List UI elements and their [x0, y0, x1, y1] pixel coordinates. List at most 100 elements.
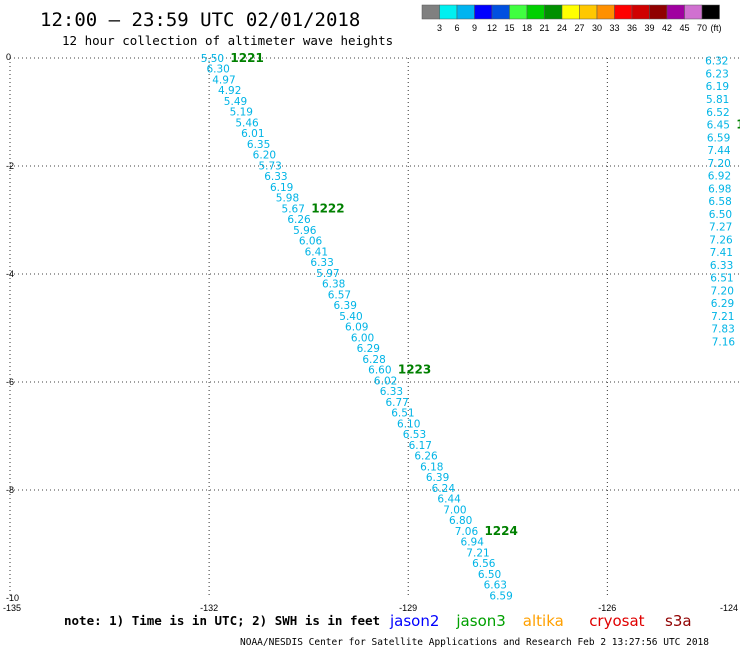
- wave-height-value: 6.28: [362, 354, 385, 366]
- wave-height-value: 6.92: [708, 171, 731, 183]
- wave-height-value: 6.19: [270, 182, 293, 194]
- wave-height-value: 5.81: [706, 94, 729, 106]
- wave-height-value: 6.10: [397, 418, 420, 430]
- scale-label: 12: [487, 23, 497, 33]
- wave-height-value: 5.73: [258, 160, 281, 172]
- wave-height-value: 6.32: [705, 56, 728, 68]
- wave-height-value: 6.20: [253, 150, 276, 162]
- scale-swatch: [544, 4, 563, 20]
- plot-grid: [9, 57, 740, 598]
- wave-height-value: 6.39: [426, 472, 449, 484]
- satellite-jason3-label: jason3: [455, 612, 505, 630]
- wave-height-value: 6.41: [305, 246, 328, 258]
- y-tick-label: -8: [6, 485, 14, 495]
- wave-height-value: 6.53: [403, 429, 426, 441]
- satellite-legend: jason2 jason3 altika cryosat s3a: [389, 612, 692, 630]
- wave-height-value: 6.50: [478, 569, 501, 581]
- y-tick-label: -4: [6, 269, 14, 279]
- wave-height-value: 4.92: [218, 85, 241, 97]
- scale-label: 21: [539, 23, 549, 33]
- wave-height-value: 6.39: [334, 300, 357, 312]
- wave-height-value: 5.19: [230, 107, 253, 119]
- scale-swatch: [614, 4, 633, 20]
- wave-height-value: 6.09: [345, 322, 368, 334]
- wave-height-value: 6.44: [437, 494, 461, 506]
- scale-label: 6: [454, 23, 459, 33]
- wave-height-value: 6.51: [710, 273, 733, 285]
- wave-height-value: 7.20: [711, 285, 734, 297]
- wave-height-value: 6.60: [368, 365, 391, 377]
- scale-label: 39: [644, 23, 654, 33]
- satellite-altika-label: altika: [523, 612, 564, 630]
- wave-height-value: 6.77: [385, 397, 408, 409]
- scale-swatch: [701, 4, 720, 20]
- wave-height-value: 6.50: [709, 209, 732, 221]
- wave-height-value: 5.46: [235, 117, 259, 129]
- wave-height-value: 5.67: [282, 203, 305, 215]
- scale-label: 33: [609, 23, 619, 33]
- cycle-label: 1221: [230, 51, 263, 65]
- scale-label: 24: [557, 23, 567, 33]
- scale-swatch: [561, 4, 580, 20]
- wave-height-value: 7.41: [710, 247, 733, 259]
- scale-unit: (ft): [711, 23, 722, 33]
- scale-label: 45: [679, 23, 689, 33]
- wave-height-value: 4.97: [212, 74, 235, 86]
- scale-swatch: [509, 4, 528, 20]
- y-tick-label: -6: [6, 377, 14, 387]
- scale-swatch: [526, 4, 545, 20]
- y-tick-label: -2: [6, 161, 14, 171]
- wave-height-value: 6.18: [420, 461, 443, 473]
- scale-swatch: [596, 4, 615, 20]
- wave-height-value: 7.27: [709, 222, 732, 234]
- chart-title: 12:00 – 23:59 UTC 02/01/2018: [40, 9, 360, 31]
- satellite-jason2-label: jason2: [389, 612, 439, 630]
- y-tick-label: -10: [6, 593, 19, 603]
- wave-height-value: 5.49: [224, 96, 247, 108]
- cycle-label: 1223: [398, 363, 431, 377]
- scale-swatch: [666, 4, 685, 20]
- scale-label: 42: [662, 23, 672, 33]
- wave-height-value: 6.30: [206, 64, 229, 76]
- wave-height-value: 7.44: [707, 145, 731, 157]
- wave-height-value: 5.40: [339, 311, 362, 323]
- wave-height-value: 6.33: [264, 171, 287, 183]
- scale-swatch: [579, 4, 598, 20]
- wave-height-value: 6.01: [241, 128, 264, 140]
- wave-height-value: 6.57: [328, 289, 351, 301]
- wave-height-value: 6.45: [707, 120, 730, 132]
- wave-height-value: 6.63: [484, 580, 507, 592]
- scale-swatch: [649, 4, 668, 20]
- wave-height-value: 6.33: [380, 386, 403, 398]
- axis-ticks: 0-2-4-6-8-10-135-132-129-126-123-124: [3, 52, 738, 613]
- wave-height-value: 5.96: [293, 225, 317, 237]
- scale-label: 9: [472, 23, 477, 33]
- scale-label: 70: [697, 23, 707, 33]
- scale-label: 30: [592, 23, 602, 33]
- wave-height-value: 6.52: [706, 107, 729, 119]
- wave-height-value: 6.59: [707, 132, 730, 144]
- wave-height-value: 6.26: [287, 214, 311, 226]
- wave-height-value: 6.19: [706, 81, 729, 93]
- satellite-tracks: 5.506.304.974.925.495.195.466.016.356.20…: [201, 51, 740, 602]
- wave-height-value: 6.17: [409, 440, 432, 452]
- wave-height-value: 7.00: [443, 504, 466, 516]
- scale-label: 27: [574, 23, 584, 33]
- wave-height-value: 5.50: [201, 53, 224, 65]
- wave-height-value: 6.02: [374, 375, 397, 387]
- scale-swatch: [456, 4, 475, 20]
- wave-height-value: 6.51: [391, 408, 414, 420]
- credit-line: NOAA/NESDIS Center for Satellite Applica…: [240, 637, 709, 648]
- scale-label: 3: [437, 23, 442, 33]
- wave-height-value: 6.00: [351, 332, 374, 344]
- wave-height-value: 5.97: [316, 268, 339, 280]
- y-tick-label: 0: [6, 52, 11, 62]
- wave-height-value: 6.26: [414, 451, 438, 463]
- wave-height-value: 6.24: [432, 483, 456, 495]
- x-tick-label: -132: [200, 603, 218, 613]
- wave-height-value: 6.58: [708, 196, 731, 208]
- wave-height-value: 7.06: [455, 526, 479, 538]
- scale-swatch: [631, 4, 650, 20]
- wave-height-value: 6.80: [449, 515, 472, 527]
